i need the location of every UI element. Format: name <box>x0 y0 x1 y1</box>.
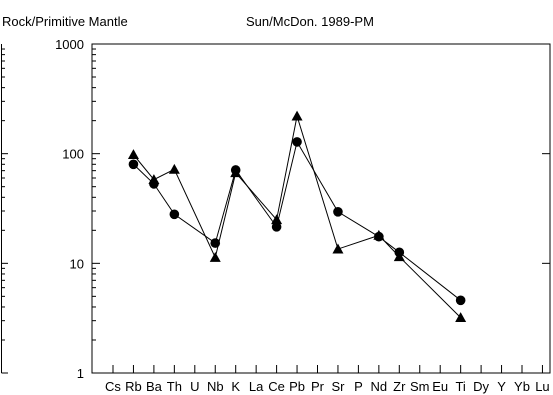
data-point-triangle <box>393 251 405 262</box>
x-tick-label: Ba <box>146 379 163 394</box>
data-point-triangle <box>209 252 221 262</box>
x-tick-label: Ti <box>455 379 465 394</box>
x-tick-label: Yb <box>514 379 530 394</box>
data-point-circle <box>271 222 282 232</box>
x-tick-label: Ce <box>268 379 285 394</box>
series-triangle <box>127 110 467 323</box>
y-tick-label: 1 <box>77 366 84 381</box>
x-tick-label: Pb <box>289 379 305 394</box>
x-tick-label: Cs <box>105 379 121 394</box>
y-tick-label: 100 <box>62 147 84 162</box>
data-point-triangle <box>455 312 467 323</box>
x-tick-label: Zr <box>393 379 406 394</box>
x-tick-label: Eu <box>432 379 448 394</box>
series-circle <box>128 137 466 306</box>
data-point-circle <box>169 209 180 220</box>
series-layer <box>127 110 467 323</box>
x-tick-label: Th <box>167 379 182 394</box>
data-point-triangle <box>230 167 242 178</box>
data-point-circle <box>128 159 139 170</box>
x-axis: Cs Rb Ba Th U Nb K La Ce Pb Pr Sr P Nd Zr Sm Eu Ti Dy Y Yb Lu <box>105 365 550 394</box>
x-tick-label: Sm <box>410 379 430 394</box>
x-tick-label: P <box>354 379 363 394</box>
data-point-triangle <box>291 110 303 121</box>
x-tick-label: U <box>190 379 199 394</box>
data-point-triangle <box>127 149 139 160</box>
chart-title-right: Sun/McDon. 1989-PM <box>246 14 374 29</box>
data-point-triangle <box>373 229 385 240</box>
y-tick-label: 1000 <box>55 37 84 52</box>
x-tick-label: Dy <box>473 379 489 394</box>
plot-frame <box>91 43 551 374</box>
x-tick-label: La <box>249 379 264 394</box>
series-line <box>133 140 461 301</box>
x-tick-label: Lu <box>535 379 549 394</box>
x-tick-label: Nb <box>207 379 224 394</box>
x-tick-label: Pr <box>311 379 325 394</box>
data-point-triangle <box>332 243 344 254</box>
y-tick-label: 10 <box>70 256 84 271</box>
y-axis: 1 10 100 1000 <box>55 37 550 381</box>
x-tick-label: Sr <box>331 379 345 394</box>
data-point-circle <box>333 207 343 217</box>
data-point-circle <box>455 295 466 306</box>
data-point-circle <box>292 137 302 147</box>
x-tick-label: Y <box>497 379 506 394</box>
plot-border <box>91 43 551 374</box>
x-tick-label: Nd <box>371 379 388 394</box>
data-point-triangle <box>148 174 160 185</box>
data-point-triangle <box>168 163 180 174</box>
x-tick-label: Rb <box>125 379 142 394</box>
chart-title-left: Rock/Primitive Mantle <box>2 14 128 29</box>
x-tick-label: K <box>231 379 240 394</box>
partial-left-axis <box>1 44 8 374</box>
data-point-triangle <box>271 214 283 225</box>
